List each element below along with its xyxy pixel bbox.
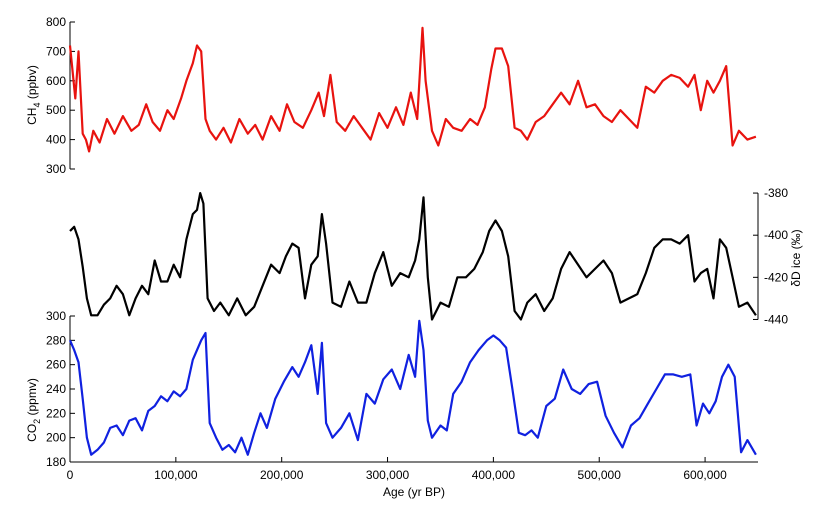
x-tick-label: 200,000 [260,468,304,482]
co2-y-tick-label: 180 [46,455,66,469]
x-tick-label: 500,000 [578,468,622,482]
x-axis: 0 100,000 200,000 300,000 400,000 500,000 600,… [67,457,758,499]
deuterium-y-tick-label: -440 [764,312,788,326]
co2-axis-title: CO2 (ppmv) [25,378,42,442]
deuterium-panel: δD ice (‰) -440 -420 -400 -380 [69,186,803,326]
deuterium-y-ticks: -440 -420 -400 -380 [753,186,788,326]
methane-y-tick-label: 400 [46,133,66,147]
co2-y-tick-label: 240 [46,382,66,396]
x-axis-ticks: 0 100,000 200,000 300,000 400,000 500,000 600,… [67,457,727,482]
deuterium-y-tick-label: -420 [764,270,788,284]
deuterium-axis-title: δD ice (‰) [789,229,803,286]
methane-axis-title: CH4 (ppbv) [25,65,42,125]
deuterium-y-tick-label: -380 [764,186,788,200]
co2-panel: CO2 (ppmv) 180 200 220 240 260 280 300 [25,309,757,469]
x-tick-label: 0 [67,468,74,482]
methane-y-ticks: 300 400 500 600 700 800 [46,15,75,176]
co2-y-tick-label: 200 [46,431,66,445]
methane-axis-title-tail: (ppbv) [25,65,39,102]
co2-y-tick-label: 280 [46,333,66,347]
co2-y-tick-label: 220 [46,406,66,420]
deuterium-y-tick-label: -400 [764,228,788,242]
co2-axis-title-tail: (ppmv) [25,378,39,419]
deuterium-series-line [69,192,757,321]
methane-panel: CH4 (ppbv) 300 400 500 600 700 800 [25,15,757,176]
methane-y-tick-label: 300 [46,162,66,176]
methane-y-tick-label: 600 [46,74,66,88]
x-tick-label: 400,000 [472,468,516,482]
methane-series-line [68,26,757,153]
x-tick-label: 600,000 [683,468,727,482]
co2-y-ticks: 180 200 220 240 260 280 300 [46,309,75,469]
co2-y-tick-label: 300 [46,309,66,323]
x-tick-label: 300,000 [366,468,410,482]
co2-axis-title-main: CO [25,424,39,442]
x-tick-label: 100,000 [154,468,198,482]
methane-y-tick-label: 800 [46,15,66,29]
methane-axis-title-main: CH [25,108,39,125]
co2-axis-title-sub: 2 [32,419,42,424]
methane-y-tick-label: 700 [46,44,66,58]
co2-y-tick-label: 260 [46,358,66,372]
methane-y-tick-label: 500 [46,103,66,117]
x-axis-title: Age (yr BP) [383,485,445,499]
methane-axis-title-sub: 4 [32,103,42,108]
co2-series-line [68,319,757,456]
